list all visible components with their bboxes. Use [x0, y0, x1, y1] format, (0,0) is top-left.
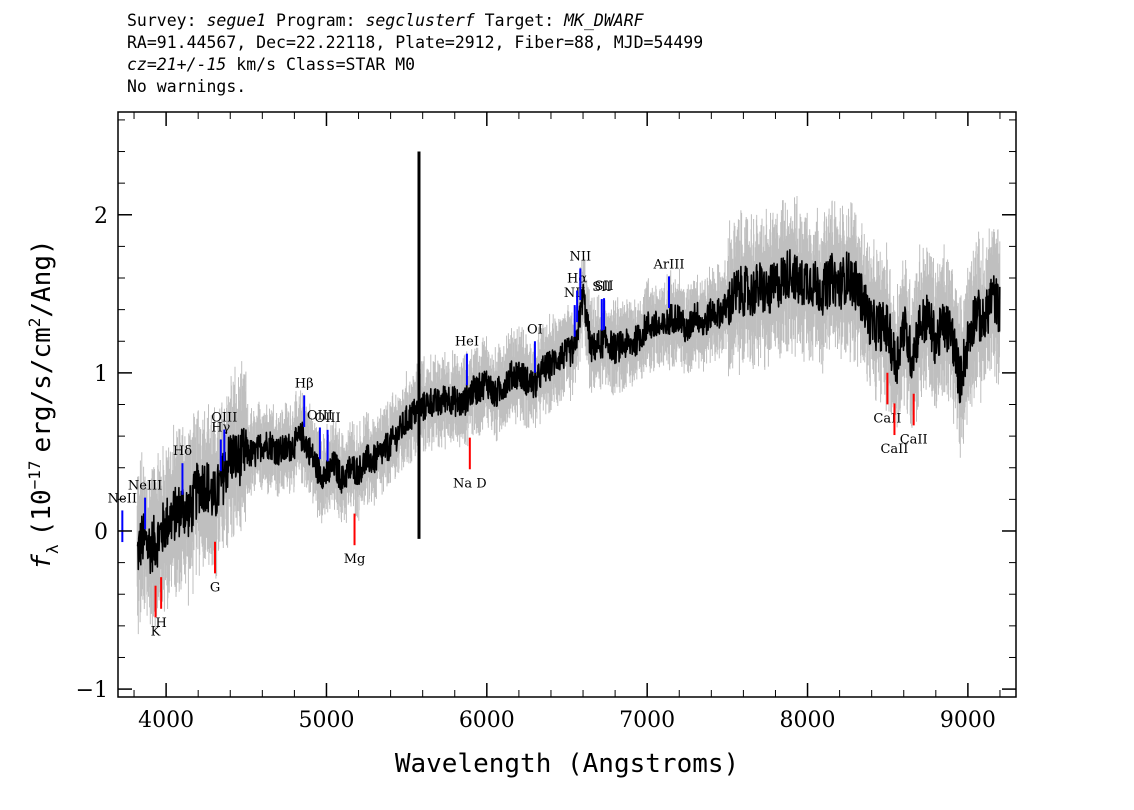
- y-tick-label: 2: [94, 204, 108, 229]
- emission-line-label: Hδ: [173, 444, 192, 459]
- header-redshift-line: cz=21+/-15 km/s Class=STAR M0: [127, 54, 703, 76]
- y-axis-f: f: [27, 554, 57, 570]
- target-value: MK_DWARF: [564, 11, 644, 30]
- absorption-line-label: Mg: [344, 552, 366, 567]
- x-tick-label: 4000: [138, 708, 194, 733]
- absorption-line-label: Na D: [453, 476, 487, 491]
- header-survey-line: Survey: segue1 Program: segclusterf Targ…: [127, 10, 703, 32]
- emission-line-label: Hα: [567, 272, 587, 287]
- emission-line-label: Hβ: [295, 376, 314, 391]
- y-tick-label: 0: [94, 520, 108, 545]
- emission-line-label: OIII: [211, 411, 237, 426]
- survey-value: segue1: [206, 11, 267, 30]
- program-value: segclusterf: [365, 11, 475, 30]
- y-tick-label: 1: [94, 362, 108, 387]
- y-axis-lambda: λ: [43, 544, 62, 554]
- y-axis-tail: /Ang): [27, 239, 57, 317]
- spectral-lines-layer: NeIINeIIIHδHγOIIIHβOIIIOIIIHeIOINIIHαNII…: [108, 249, 928, 639]
- y-tick-label: −1: [76, 678, 108, 703]
- emission-line-label: ArIII: [652, 257, 684, 272]
- header-coords-line: RA=91.44567, Dec=22.22118, Plate=2912, F…: [127, 33, 704, 52]
- absorption-line-label: K: [151, 624, 161, 639]
- y-axis-exponent2: 2: [25, 318, 44, 328]
- x-tick-label: 5000: [298, 708, 354, 733]
- absorption-line-label: CaII: [880, 442, 908, 457]
- y-axis-open: (10: [27, 489, 57, 536]
- redshift-value: cz=21+/-15: [127, 55, 227, 74]
- flux-line: [136, 249, 1001, 574]
- program-label: Program:: [266, 11, 366, 30]
- emission-line-label: OIII: [307, 408, 333, 423]
- emission-line-label: OIII: [315, 411, 341, 426]
- absorption-line-label: G: [210, 580, 220, 595]
- y-axis-units: erg/s/cm: [27, 327, 57, 452]
- emission-line-label: SII: [592, 280, 611, 295]
- y-axis-title: fλ (10−17 erg/s/cm2/Ang): [25, 239, 62, 569]
- axis-ticks: 4000 5000 6000 7000 8000 9000 −1 0 1 2: [76, 112, 1016, 733]
- x-axis-title: Wavelength (Angstroms): [395, 749, 739, 779]
- emission-line-label: Hγ: [211, 421, 230, 436]
- y-axis-exponent: −17: [25, 460, 44, 489]
- x-tick-label: 7000: [619, 708, 675, 733]
- x-tick-label: 8000: [780, 708, 836, 733]
- emission-line-label: OI: [527, 322, 543, 337]
- flux-layer: [136, 151, 1001, 574]
- header-warnings-line: No warnings.: [127, 77, 247, 96]
- emission-line-label: SII: [594, 279, 613, 294]
- emission-line-label: NII: [564, 286, 586, 301]
- absorption-line-label: H: [155, 616, 166, 631]
- absorption-line-label: CaII: [873, 411, 901, 426]
- class-value: km/s Class=STAR M0: [226, 55, 416, 74]
- target-label: Target:: [474, 11, 565, 30]
- emission-line-label: HeI: [455, 335, 479, 350]
- emission-line-label: NeIII: [128, 479, 162, 494]
- spectrum-header: Survey: segue1 Program: segclusterf Targ…: [127, 10, 703, 98]
- absorption-line-label: CaII: [900, 432, 928, 447]
- x-tick-label: 6000: [459, 708, 515, 733]
- x-tick-label: 9000: [940, 708, 996, 733]
- survey-label: Survey:: [127, 11, 207, 30]
- plot-frame: [117, 111, 1017, 698]
- emission-line-label: NII: [569, 249, 591, 264]
